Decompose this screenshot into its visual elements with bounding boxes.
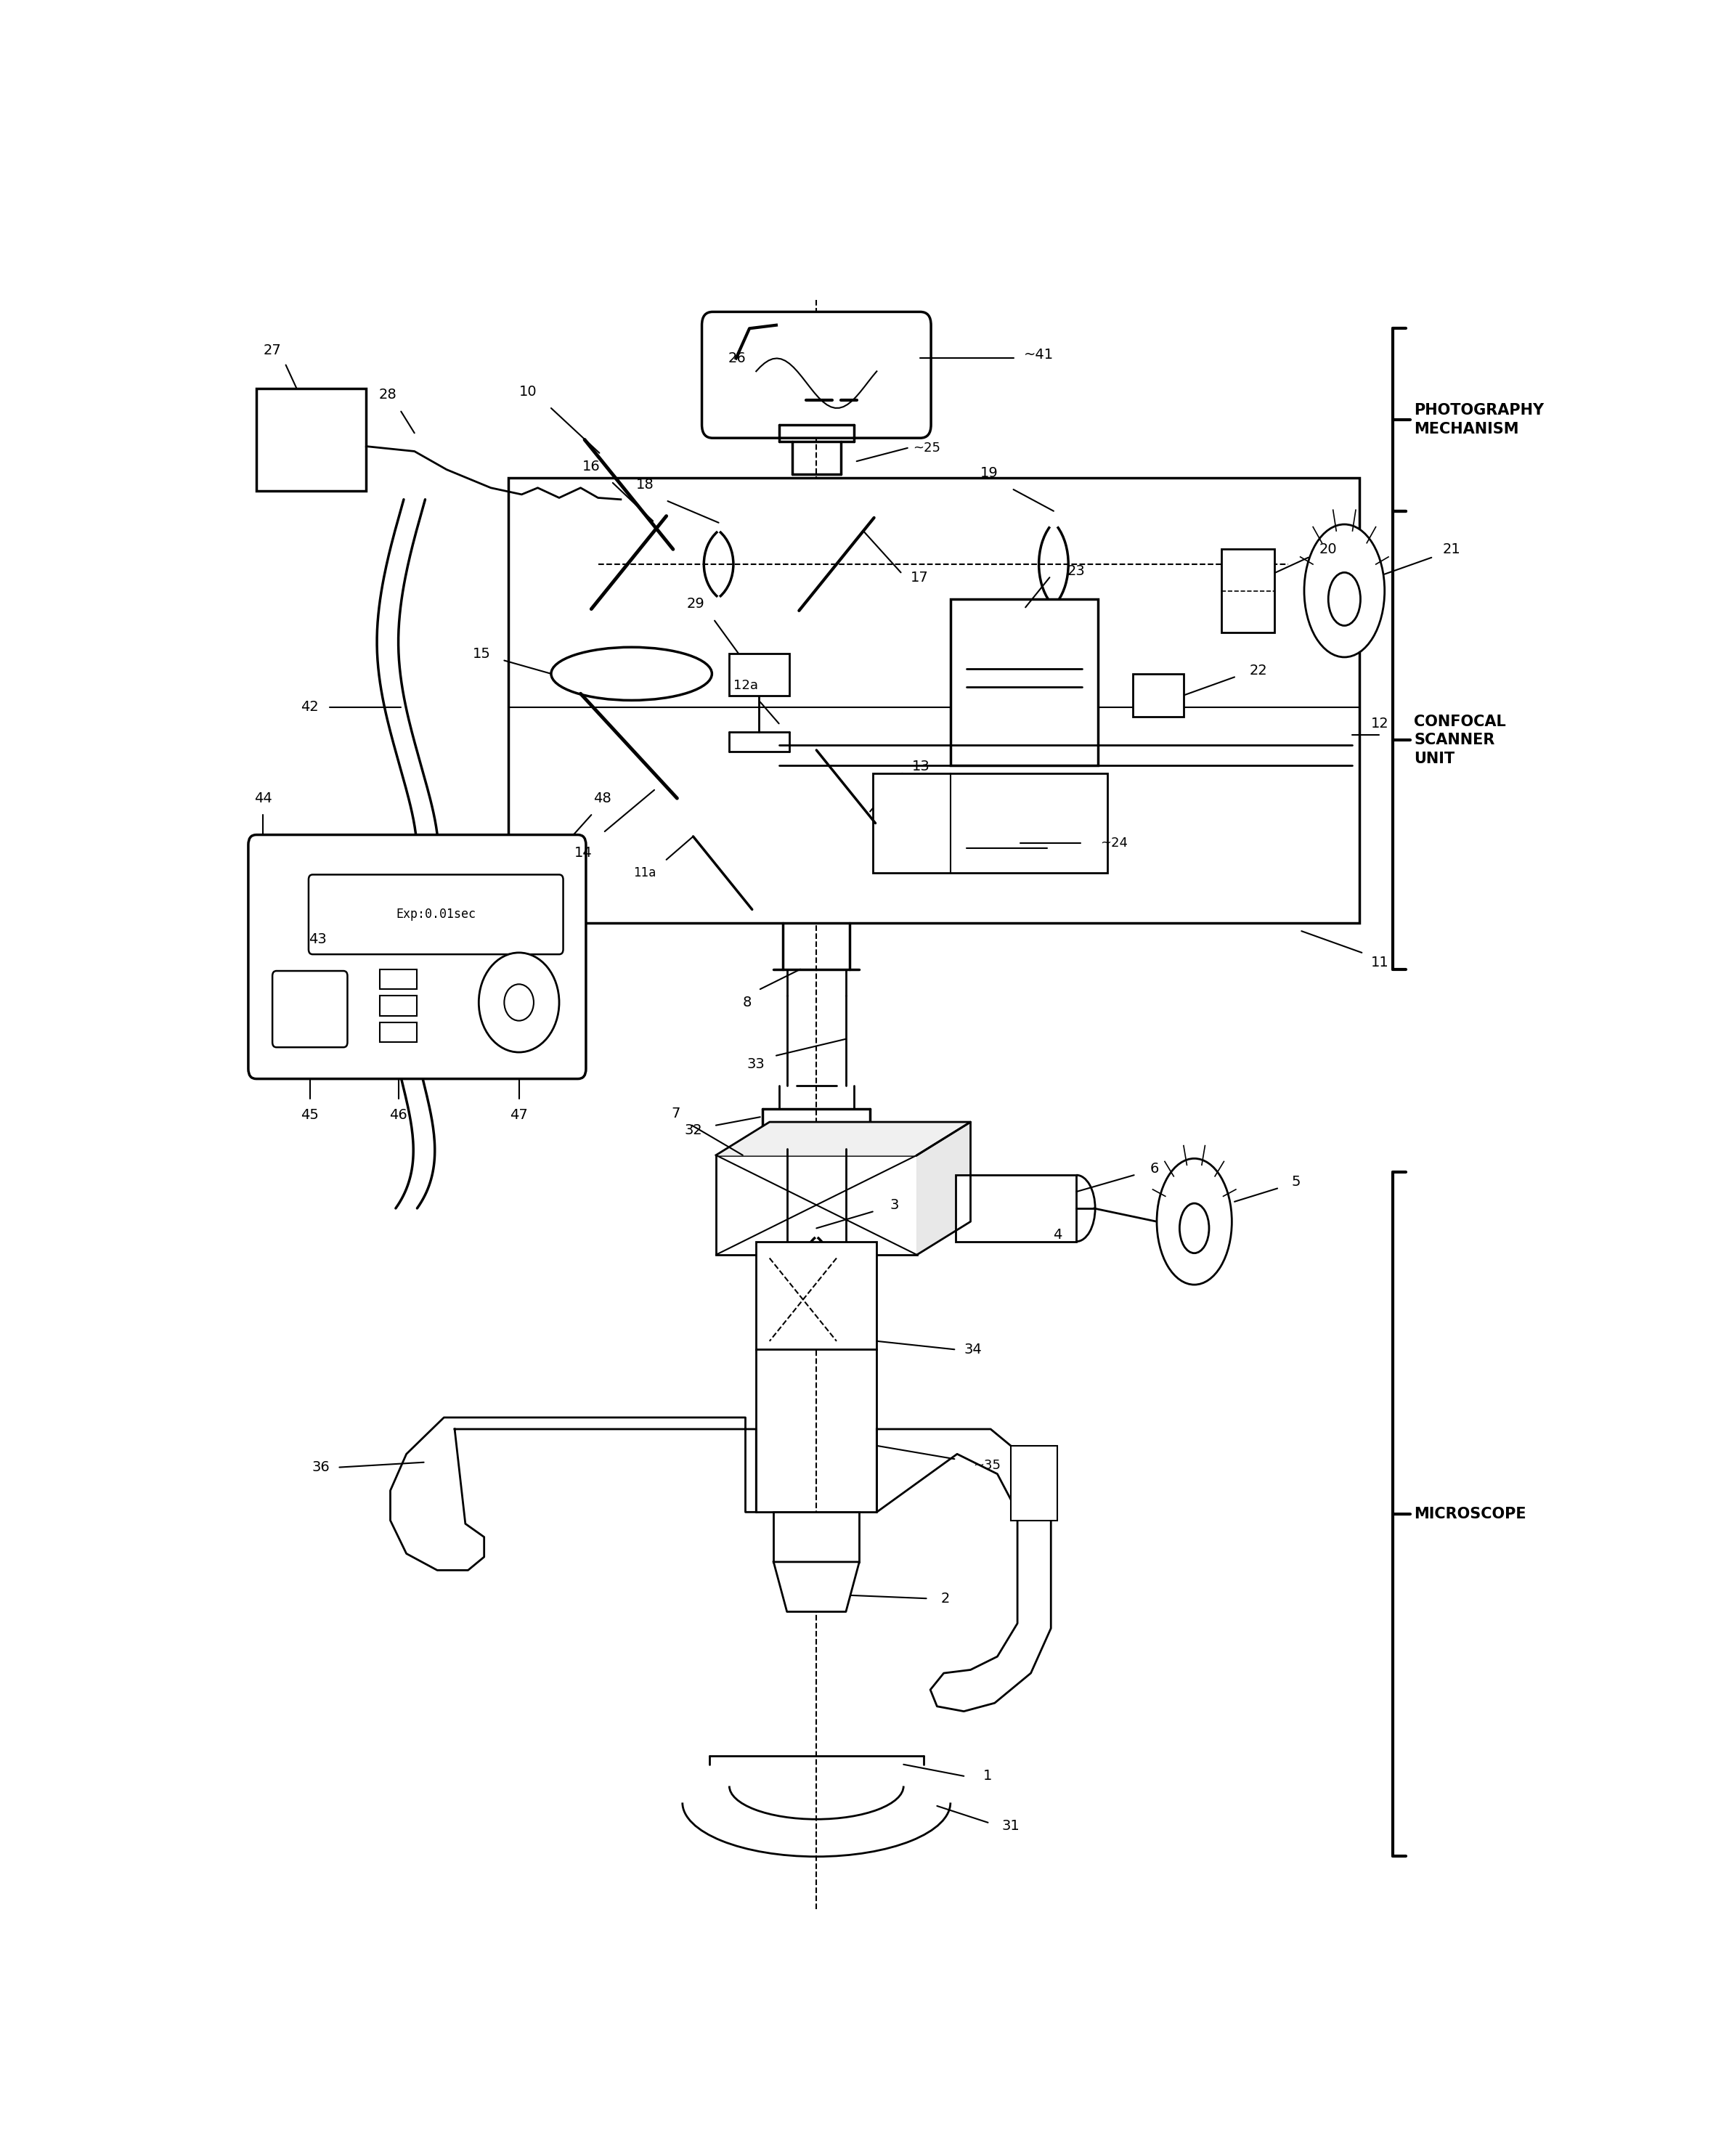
Text: ~35: ~35 (973, 1460, 1001, 1473)
Text: 18: 18 (636, 479, 654, 492)
Text: 21: 21 (1442, 543, 1461, 556)
Text: PHOTOGRAPHY
MECHANISM: PHOTOGRAPHY MECHANISM (1414, 403, 1544, 436)
FancyBboxPatch shape (308, 875, 564, 955)
Text: 10: 10 (519, 384, 538, 399)
Text: 3: 3 (890, 1199, 899, 1212)
Text: 13: 13 (911, 759, 930, 774)
Text: ~25: ~25 (913, 442, 941, 455)
Bar (1221, 550, 1274, 632)
FancyBboxPatch shape (702, 313, 930, 438)
Text: 22: 22 (1250, 664, 1267, 677)
Text: 1: 1 (984, 1770, 992, 1783)
Text: 8: 8 (742, 996, 750, 1009)
Text: 42: 42 (301, 701, 318, 714)
Text: 46: 46 (389, 1108, 408, 1123)
FancyBboxPatch shape (273, 970, 348, 1048)
Bar (256, 388, 367, 492)
Text: 34: 34 (965, 1343, 982, 1356)
Text: 27: 27 (263, 343, 282, 358)
Text: Exp:0.01sec: Exp:0.01sec (396, 908, 475, 921)
Text: 26: 26 (728, 351, 745, 364)
Ellipse shape (552, 647, 712, 701)
Bar (730, 653, 790, 696)
Bar (716, 1156, 916, 1255)
Bar (380, 996, 417, 1015)
Text: 17: 17 (911, 571, 928, 584)
Text: 7: 7 (671, 1106, 679, 1121)
Text: 11a: 11a (633, 867, 657, 880)
Text: 5: 5 (1292, 1175, 1300, 1188)
Text: 32: 32 (685, 1123, 702, 1136)
FancyBboxPatch shape (249, 834, 586, 1078)
Text: 15: 15 (472, 647, 491, 660)
Text: 4: 4 (1053, 1229, 1062, 1242)
Bar (756, 1242, 877, 1350)
Text: 29: 29 (686, 597, 705, 610)
Text: MICROSCOPE: MICROSCOPE (1414, 1507, 1527, 1520)
Polygon shape (877, 1429, 1051, 1712)
Polygon shape (916, 1121, 970, 1255)
Text: CONFOCAL
SCANNER
UNIT: CONFOCAL SCANNER UNIT (1414, 714, 1506, 765)
Text: 6: 6 (1150, 1162, 1158, 1175)
Bar (380, 970, 417, 990)
Bar (773, 1511, 859, 1561)
Text: 23: 23 (1067, 565, 1086, 578)
Text: 16: 16 (583, 459, 600, 472)
Text: 44: 44 (254, 791, 271, 804)
Bar (956, 1175, 1077, 1242)
Text: 28: 28 (379, 388, 396, 401)
Bar (873, 774, 1107, 873)
Polygon shape (773, 1561, 859, 1613)
Ellipse shape (1304, 524, 1385, 658)
Text: 43: 43 (309, 934, 327, 946)
Text: 11: 11 (1371, 955, 1388, 970)
Bar (951, 599, 1098, 765)
Polygon shape (716, 1121, 970, 1156)
Text: 31: 31 (1001, 1820, 1020, 1833)
Text: 19: 19 (980, 466, 998, 481)
Text: 33: 33 (747, 1056, 766, 1072)
Bar (380, 1022, 417, 1041)
Text: 14: 14 (574, 845, 593, 860)
Text: 48: 48 (593, 791, 610, 804)
Circle shape (479, 953, 558, 1052)
Polygon shape (391, 1416, 756, 1570)
Text: 45: 45 (301, 1108, 318, 1123)
Bar (1132, 675, 1184, 718)
Text: 47: 47 (510, 1108, 527, 1123)
Text: 2: 2 (941, 1591, 949, 1606)
Text: 36: 36 (311, 1460, 330, 1475)
Ellipse shape (1179, 1203, 1209, 1253)
Bar (508, 479, 1359, 923)
Text: 12a: 12a (733, 679, 757, 692)
Text: 20: 20 (1319, 543, 1337, 556)
Text: ~24: ~24 (1101, 837, 1127, 849)
Circle shape (505, 983, 534, 1020)
Text: ~41: ~41 (1024, 347, 1053, 362)
Ellipse shape (1157, 1158, 1231, 1285)
Bar (1011, 1447, 1058, 1520)
Ellipse shape (1328, 573, 1361, 625)
Text: 12: 12 (1371, 716, 1388, 731)
